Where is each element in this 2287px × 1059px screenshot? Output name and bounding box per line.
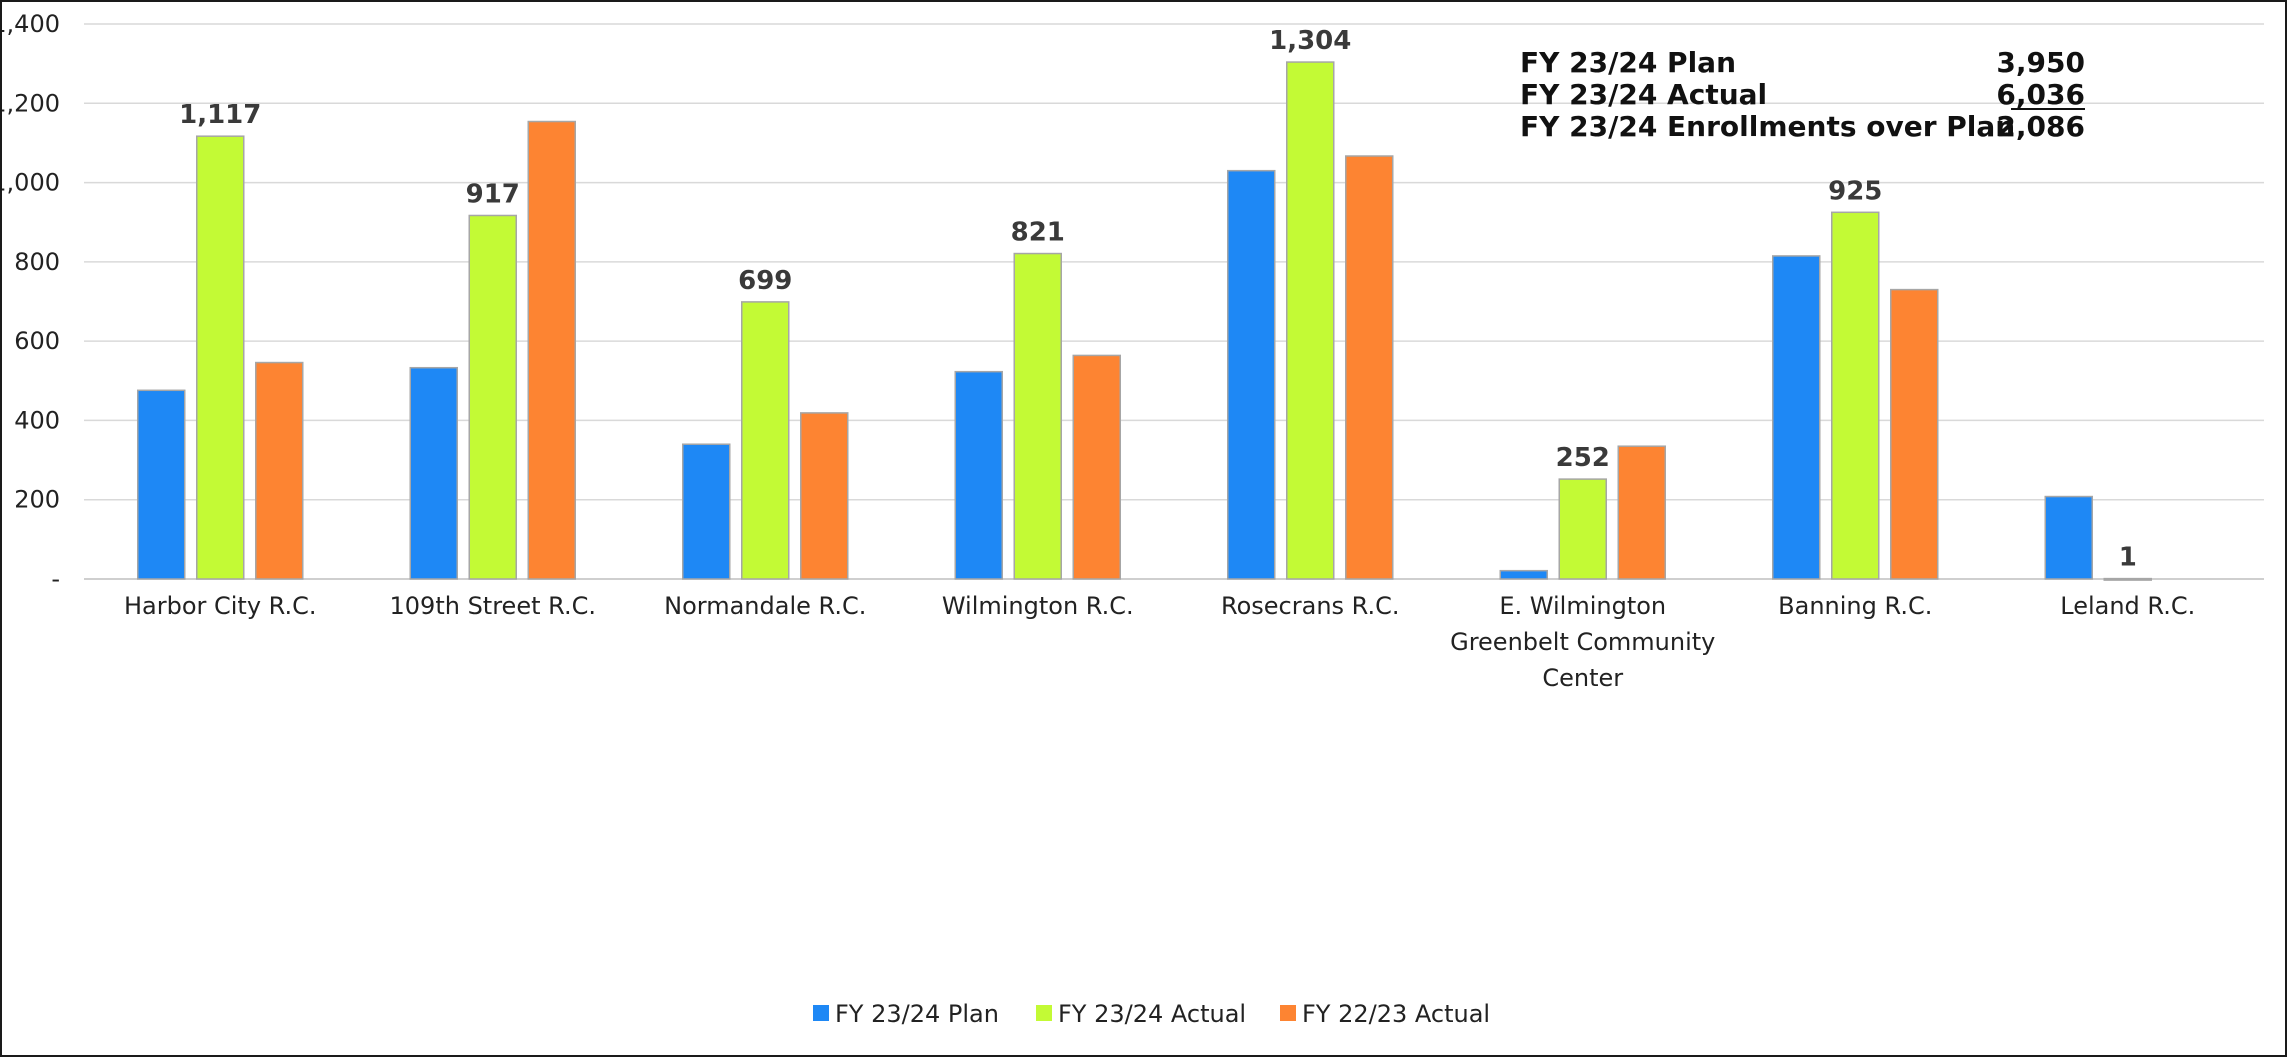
legend-label: FY 23/24 Plan (835, 1000, 999, 1028)
bar (255, 361, 304, 580)
summary-value: 6,036 (1996, 78, 2085, 111)
summary-label: FY 23/24 Enrollments over Plan (1520, 110, 2015, 143)
bar (468, 214, 517, 580)
bar (1831, 211, 1880, 580)
bar (1345, 155, 1394, 580)
category-label: Normandale R.C. (664, 592, 866, 620)
bar (527, 120, 576, 580)
data-labels: 1,117 917 699 821 1,304 252 925 1 (179, 26, 2137, 573)
y-tick-label: 1,400 (2, 10, 60, 38)
bar (1617, 445, 1666, 580)
bar (1013, 252, 1062, 580)
y-tick-label: 800 (14, 248, 60, 276)
bar (1227, 169, 1276, 580)
category-label: Banning R.C. (1778, 592, 1932, 620)
bars (137, 61, 2152, 581)
bar (137, 389, 186, 580)
category-label: 109th Street R.C. (390, 592, 596, 620)
bar (1890, 288, 1939, 580)
data-label: 252 (1556, 443, 1610, 473)
bar (682, 443, 731, 580)
summary-box: FY 23/24 Plan 3,950 FY 23/24 Actual 6,036FY… (1520, 46, 2085, 143)
category-label: Center (1542, 664, 1623, 692)
category-label: E. Wilmington (1499, 592, 1666, 620)
bar (196, 135, 245, 580)
category-label: Greenbelt Community (1450, 628, 1715, 656)
legend-swatch (813, 1005, 829, 1021)
bar (1499, 569, 1548, 580)
bar (2044, 495, 2093, 580)
data-label: 699 (738, 266, 792, 296)
bar (1286, 61, 1335, 580)
legend-swatch (1280, 1005, 1296, 1021)
bar (2103, 577, 2152, 581)
category-label: Wilmington R.C. (942, 592, 1134, 620)
data-label: 1,117 (179, 100, 261, 130)
y-tick-label: 400 (14, 406, 60, 434)
category-label: Rosecrans R.C. (1221, 592, 1400, 620)
bar (800, 412, 849, 580)
y-tick-label: - (51, 565, 60, 593)
data-label: 917 (466, 179, 520, 209)
data-label: 1 (2119, 543, 2137, 573)
legend-swatch (1036, 1005, 1052, 1021)
category-labels: Harbor City R.C. 109th Street R.C. Normand… (124, 592, 2195, 692)
summary-value: 2,086 (1996, 110, 2085, 143)
legend-label: FY 22/23 Actual (1302, 1000, 1490, 1028)
bar (1772, 255, 1821, 580)
y-tick-label: 1,000 (2, 169, 60, 197)
y-tick-label: 600 (14, 327, 60, 355)
bar (954, 370, 1003, 580)
y-axis-tick-labels: - 200 400 600 800 1,000 1,200 1,400 (0, 10, 60, 593)
bar (1558, 478, 1607, 580)
bar (1072, 354, 1121, 580)
y-tick-label: 1,200 (2, 89, 60, 117)
summary-label: FY 23/24 Plan (1520, 46, 1736, 79)
bar (741, 301, 790, 580)
y-tick-label: 200 (14, 486, 60, 514)
legend-label: FY 23/24 Actual (1058, 1000, 1246, 1028)
legend: FY 23/24 Plan FY 23/24 Actual FY 22/23 Act… (813, 1000, 1490, 1028)
data-label: 925 (1828, 176, 1882, 206)
category-label: Leland R.C. (2060, 592, 2195, 620)
summary-value: 3,950 (1996, 46, 2085, 79)
data-label: 821 (1011, 218, 1065, 248)
bar (409, 366, 458, 580)
category-label: Harbor City R.C. (124, 592, 317, 620)
data-label: 1,304 (1269, 26, 1351, 56)
summary-label: FY 23/24 Actual (1520, 78, 1767, 111)
